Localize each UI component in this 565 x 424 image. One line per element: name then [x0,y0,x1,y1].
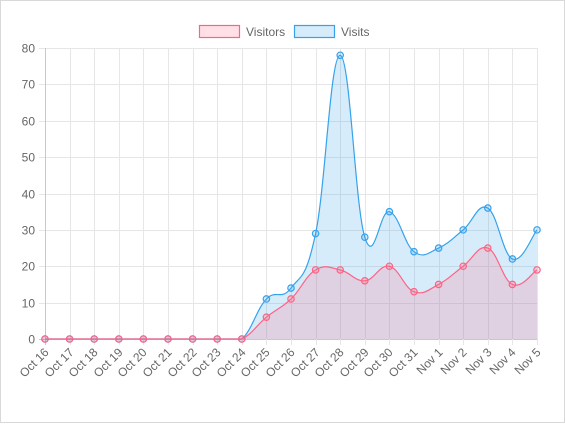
visitors-point [434,280,443,289]
visitors-point [213,335,222,343]
y-tick-label: 10 [22,297,36,311]
visitors-point [385,262,394,271]
x-tick-label: Nov 2 [438,345,470,377]
visitors-point [533,266,541,274]
visits-point [483,204,492,212]
legend: Visitors Visits [198,24,369,39]
visits-point [287,284,295,292]
visitors-point [360,276,369,285]
visitors-point [188,335,197,343]
y-tick-label: 40 [22,188,36,202]
grid [39,48,538,345]
legend-visitors-swatch [198,24,241,39]
y-tick-label: 60 [22,115,36,129]
visitors-line [44,246,538,340]
legend-visits-label: Visits [341,25,369,39]
y-axis-ticks: 0 10 20 30 40 50 60 70 80 [22,42,36,347]
visits-point [508,255,517,263]
visits-point [533,226,541,234]
visitors-point [115,335,123,343]
visits-point [360,233,369,241]
series-lines [44,54,538,340]
series-areas [45,55,537,339]
x-tick-label: Nov 4 [487,345,519,377]
visitors-point [164,335,172,343]
visitors-point [483,244,492,252]
visitors-point [287,295,295,303]
x-tick-label: Nov 3 [463,345,495,377]
visitors-point [262,313,271,321]
visitors-point [41,335,49,343]
legend-visitors-label: Visitors [246,25,285,39]
visitors-area [45,247,537,339]
visitors-point [508,280,517,289]
visitors-point [410,287,418,296]
visits-area [45,55,537,339]
y-tick-label: 30 [22,224,36,238]
visitors-point [90,335,99,343]
visitors-point [459,262,468,271]
visits-point [434,244,443,252]
x-tick-label: Nov 1 [414,345,446,377]
visits-point [336,51,345,60]
y-tick-label: 80 [22,42,36,56]
visitors-point [311,266,320,274]
legend-visits-swatch [293,24,336,39]
y-tick-label: 50 [22,151,36,165]
visitors-point [65,335,74,343]
visitors-point [238,335,246,343]
visits-point [385,207,394,216]
visits-point [459,226,468,234]
visitors-point [336,266,345,274]
visitors-point [139,335,148,343]
visits-point [311,229,320,238]
visits-point [410,247,418,256]
y-tick-label: 0 [28,333,35,347]
x-tick-label: Oct 31 [386,345,421,380]
y-tick-label: 20 [22,260,36,274]
y-tick-label: 70 [22,78,36,92]
visits-point [262,295,271,303]
x-tick-label: Nov 5 [512,345,544,377]
series-points [41,51,541,343]
